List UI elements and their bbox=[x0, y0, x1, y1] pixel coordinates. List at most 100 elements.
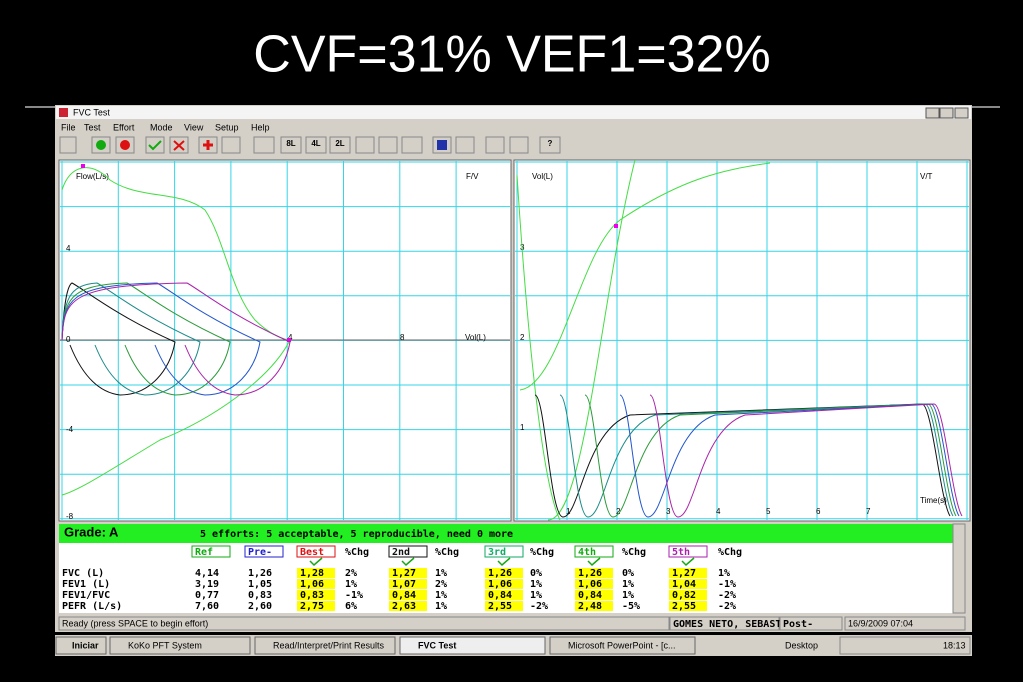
highlight bbox=[389, 568, 427, 578]
highlight bbox=[575, 568, 613, 578]
taskbar-label[interactable]: Microsoft PowerPoint - [c... bbox=[568, 640, 676, 650]
x-axis-label: Time(s) bbox=[920, 496, 947, 505]
people-button[interactable] bbox=[59, 136, 77, 154]
scale-button[interactable] bbox=[253, 136, 275, 154]
volume-time-loop bbox=[559, 394, 954, 518]
cell: 0% bbox=[530, 568, 542, 579]
status-text: GOMES NETO, SEBASTI bbox=[673, 619, 787, 630]
flow-volume-loop bbox=[61, 282, 201, 396]
status-panel bbox=[844, 616, 966, 631]
window-title: FVC Test bbox=[73, 107, 110, 117]
cell: 2,48 bbox=[578, 601, 602, 612]
toolbar-button[interactable] bbox=[305, 136, 327, 154]
toolbar-label[interactable]: 8L bbox=[286, 139, 295, 148]
highlight bbox=[485, 579, 523, 589]
menu-item[interactable]: Setup bbox=[215, 122, 239, 132]
red-dot bbox=[120, 140, 130, 150]
check-mark bbox=[309, 557, 323, 567]
column-header-box bbox=[668, 545, 708, 558]
table: Ref Pre- Best %Chg 2nd %Chg 3rd %Chg 4th %Chg 5th%… bbox=[62, 545, 742, 612]
window-controls[interactable] bbox=[925, 107, 969, 119]
close-button[interactable] bbox=[954, 107, 969, 119]
patient-button[interactable] bbox=[378, 136, 398, 154]
y-tick-label: -8 bbox=[66, 512, 74, 521]
corner-label: F/V bbox=[466, 172, 479, 181]
x-tick-label: 4 bbox=[288, 333, 293, 342]
check-mark bbox=[401, 557, 415, 567]
flow-volume-loop bbox=[61, 282, 176, 396]
highlight bbox=[297, 601, 335, 611]
status-text: Post- bbox=[783, 619, 813, 630]
y-tick-label: 4 bbox=[66, 244, 71, 253]
toolbar-label[interactable]: 4L bbox=[311, 139, 320, 148]
cell: 6% bbox=[345, 601, 357, 612]
cell: 1,28 bbox=[300, 568, 324, 579]
check-mark bbox=[497, 557, 511, 567]
x-tick-label: 1 bbox=[566, 507, 571, 516]
toolbar-label[interactable]: ? bbox=[548, 139, 553, 148]
taskbar-label[interactable]: FVC Test bbox=[418, 640, 456, 650]
check-icon bbox=[148, 140, 162, 151]
menu-item[interactable]: Help bbox=[251, 122, 270, 132]
preview-button[interactable] bbox=[455, 136, 475, 154]
accept-button[interactable] bbox=[145, 136, 165, 154]
toolbar-button[interactable] bbox=[539, 136, 561, 154]
highlight bbox=[575, 601, 613, 611]
grid-button[interactable] bbox=[509, 136, 529, 154]
toolbar-label[interactable]: 2L bbox=[335, 139, 344, 148]
taskbar-button[interactable] bbox=[399, 636, 546, 655]
title-bar bbox=[56, 106, 971, 119]
tag-button[interactable] bbox=[401, 136, 423, 154]
scrollbar[interactable] bbox=[952, 523, 966, 614]
column-header: 4th bbox=[578, 547, 596, 558]
cell: -1% bbox=[345, 590, 363, 601]
taskbar-items: Iniciar KoKo PFT System Read/Interpret/Pri… bbox=[55, 636, 971, 655]
cell: 1,04 bbox=[672, 579, 696, 590]
taskbar-button[interactable] bbox=[109, 636, 251, 655]
x-tick-label: 5 bbox=[766, 507, 771, 516]
cell: 2% bbox=[435, 579, 447, 590]
x-icon bbox=[173, 140, 185, 151]
temp-button[interactable] bbox=[355, 136, 375, 154]
cell: 1% bbox=[530, 590, 542, 601]
cell: 1,06 bbox=[488, 579, 512, 590]
toolbar-button[interactable] bbox=[329, 136, 351, 154]
menu-item[interactable]: Mode bbox=[150, 122, 173, 132]
y-axis-label: Vol(L) bbox=[532, 172, 553, 181]
curves bbox=[61, 159, 963, 521]
maximize-button[interactable] bbox=[939, 107, 954, 119]
cell: 0,77 bbox=[195, 590, 219, 601]
graph-button[interactable] bbox=[485, 136, 505, 154]
column-header: Pre- bbox=[248, 547, 272, 558]
cell: 7,60 bbox=[195, 601, 219, 612]
menu-item[interactable]: View bbox=[184, 122, 204, 132]
taskbar-button[interactable] bbox=[254, 636, 396, 655]
minimize-button[interactable] bbox=[925, 107, 940, 119]
y-tick-label: 2 bbox=[520, 333, 525, 342]
highlight bbox=[575, 590, 613, 600]
marker-button[interactable] bbox=[221, 136, 241, 154]
highlight bbox=[669, 590, 707, 600]
cell: 0,84 bbox=[578, 590, 602, 601]
toolbar-button[interactable] bbox=[280, 136, 302, 154]
status-panel bbox=[58, 616, 670, 631]
y-tick-label: -4 bbox=[66, 425, 74, 434]
taskbar-label[interactable]: KoKo PFT System bbox=[128, 640, 202, 650]
menu-bar: File Test Effort Mode View Setup Help bbox=[61, 122, 270, 132]
y-tick-label: 1 bbox=[520, 423, 525, 432]
x-tick-label: 3 bbox=[666, 507, 671, 516]
menu-item[interactable]: Effort bbox=[113, 122, 135, 132]
cell: 1,27 bbox=[392, 568, 416, 579]
cell: 3,19 bbox=[195, 579, 219, 590]
taskbar-label[interactable]: Read/Interpret/Print Results bbox=[273, 640, 385, 650]
start-button[interactable] bbox=[55, 636, 107, 655]
cell: 1% bbox=[622, 579, 634, 590]
menu-item[interactable]: File bbox=[61, 122, 76, 132]
cell: 4,14 bbox=[195, 568, 219, 579]
status-panel bbox=[669, 616, 780, 631]
cell: 1,07 bbox=[392, 579, 416, 590]
taskbar-button[interactable] bbox=[549, 636, 696, 655]
desktop-label[interactable]: Desktop bbox=[785, 640, 818, 650]
menu-item[interactable]: Test bbox=[84, 122, 101, 132]
start-label[interactable]: Iniciar bbox=[72, 640, 99, 650]
